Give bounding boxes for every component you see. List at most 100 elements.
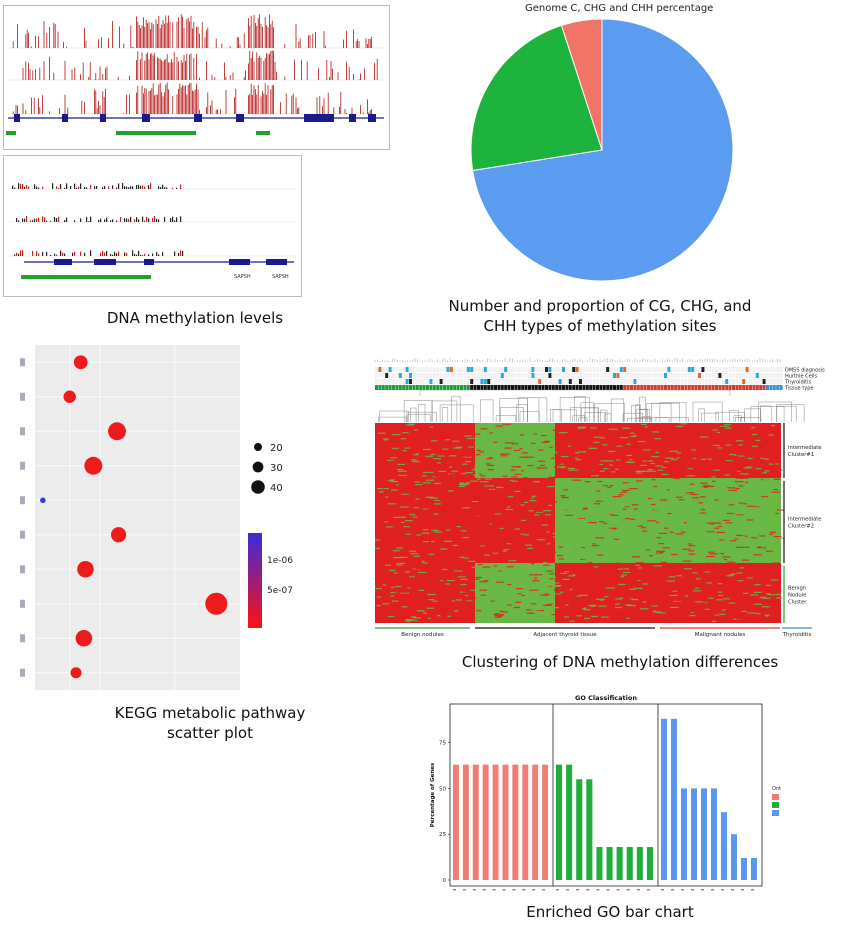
heatmap-noise-cell: [705, 606, 714, 608]
heatmap-noise-cell: [530, 428, 539, 430]
heatmap-noise-cell: [611, 514, 618, 517]
go-bar: [681, 788, 687, 880]
annotation-cell: [555, 367, 559, 372]
heatmap-noise-cell: [522, 497, 529, 499]
methylation-bar: [46, 251, 48, 256]
heatmap-noise-cell: [662, 467, 667, 469]
methylation-bar: [182, 16, 183, 48]
heatmap-noise-cell: [383, 438, 389, 440]
methylation-bar: [340, 91, 342, 114]
methylation-bar: [171, 59, 172, 80]
heatmap-noise-cell: [426, 561, 436, 563]
heatmap-noise-cell: [591, 545, 600, 547]
annotation-cell: [745, 385, 749, 390]
methylation-bar: [98, 100, 99, 114]
heatmap-noise-cell: [398, 614, 408, 617]
methylation-bar: [266, 94, 267, 114]
heatmap-noise-cell: [530, 603, 537, 605]
heatmap-noise-cell: [422, 482, 431, 484]
heatmap-noise-cell: [617, 536, 622, 539]
methylation-bar: [249, 93, 251, 114]
heatmap-noise-cell: [539, 458, 548, 461]
annotation-cell: [402, 367, 406, 372]
heatmap-noise-cell: [724, 465, 732, 467]
heatmap-noise-cell: [387, 503, 397, 505]
heatmap-noise-cell: [387, 480, 394, 482]
annotation-cell: [766, 367, 769, 372]
heatmap-noise-cell: [706, 582, 713, 584]
annotation-cell: [419, 373, 423, 378]
heatmap-noise-cell: [390, 489, 398, 491]
exon-block: [62, 114, 68, 122]
heatmap-noise-cell: [485, 463, 491, 465]
annotation-cell: [585, 385, 589, 390]
annotation-cell: [483, 385, 487, 390]
heatmap-noise-cell: [762, 461, 772, 463]
heatmap-noise-cell: [567, 467, 576, 469]
annotation-cell: [606, 379, 610, 384]
annotation-cell: [375, 379, 378, 384]
heatmap-noise-cell: [710, 523, 714, 525]
annotation-cell: [422, 385, 426, 390]
heatmap-noise-cell: [461, 463, 468, 465]
x-tick-label: [701, 889, 704, 891]
heatmap-noise-cell: [403, 426, 412, 428]
annotation-cell: [395, 367, 399, 372]
heatmap-noise-cell: [565, 604, 569, 606]
methylation-bar: [199, 109, 200, 114]
heatmap-block: [555, 563, 660, 623]
heatmap-noise-cell: [534, 514, 540, 516]
heatmap-noise-cell: [635, 433, 640, 435]
heatmap-noise-cell: [701, 522, 710, 524]
methylation-bar: [140, 59, 141, 80]
annotation-cell: [466, 373, 470, 378]
heatmap-noise-cell: [413, 555, 421, 557]
heatmap-noise-cell: [399, 439, 405, 441]
heatmap-noise-cell: [471, 500, 479, 503]
annotation-cell: [392, 385, 395, 390]
methylation-bar: [225, 76, 227, 80]
annotation-cell: [630, 379, 633, 384]
annotation-cell: [776, 385, 780, 390]
heatmap-noise-cell: [552, 429, 560, 431]
heatmap-noise-cell: [630, 432, 635, 434]
annotation-cell: [385, 385, 389, 390]
methylation-bar: [211, 100, 213, 114]
methylation-bar: [271, 50, 273, 80]
heatmap-noise-cell: [588, 447, 597, 449]
heatmap-noise-cell: [605, 593, 612, 595]
heatmap-noise-cell: [754, 584, 761, 586]
heatmap-noise-cell: [659, 499, 668, 501]
go-bar: [576, 779, 583, 880]
annotation-cell: [412, 373, 416, 378]
heatmap-noise-cell: [669, 594, 678, 597]
heatmap-noise-cell: [377, 488, 383, 490]
heatmap-noise-cell: [542, 509, 552, 512]
methylation-bar: [166, 187, 168, 189]
pie-slice-0: [472, 18, 734, 282]
heatmap-noise-cell: [385, 496, 389, 498]
annotation-cell: [381, 367, 385, 372]
heatmap-noise-cell: [411, 461, 421, 463]
methylation-bar: [126, 94, 127, 114]
heatmap-noise-cell: [438, 574, 447, 576]
methylation-bar: [78, 186, 80, 189]
heatmap-noise-cell: [488, 433, 492, 435]
heatmap-noise-cell: [526, 612, 535, 614]
methylation-bar: [76, 187, 78, 189]
methylation-bar: [32, 220, 34, 222]
heatmap-noise-cell: [405, 424, 414, 426]
heatmap-noise-cell: [469, 589, 476, 591]
heatmap-noise-cell: [478, 473, 482, 475]
dendrogram-branch: [655, 417, 689, 422]
methylation-bar: [108, 186, 110, 189]
heatmap-noise-cell: [600, 497, 609, 499]
methylation-bar: [346, 30, 347, 48]
heatmap-noise-cell: [634, 604, 643, 606]
heatmap-noise-cell: [629, 488, 638, 490]
dendrogram-branch: [572, 415, 585, 422]
heatmap-noise-cell: [712, 444, 720, 447]
heatmap-noise-cell: [511, 476, 518, 478]
heatmap-noise-cell: [418, 610, 425, 612]
dendrogram-branch: [419, 389, 731, 396]
